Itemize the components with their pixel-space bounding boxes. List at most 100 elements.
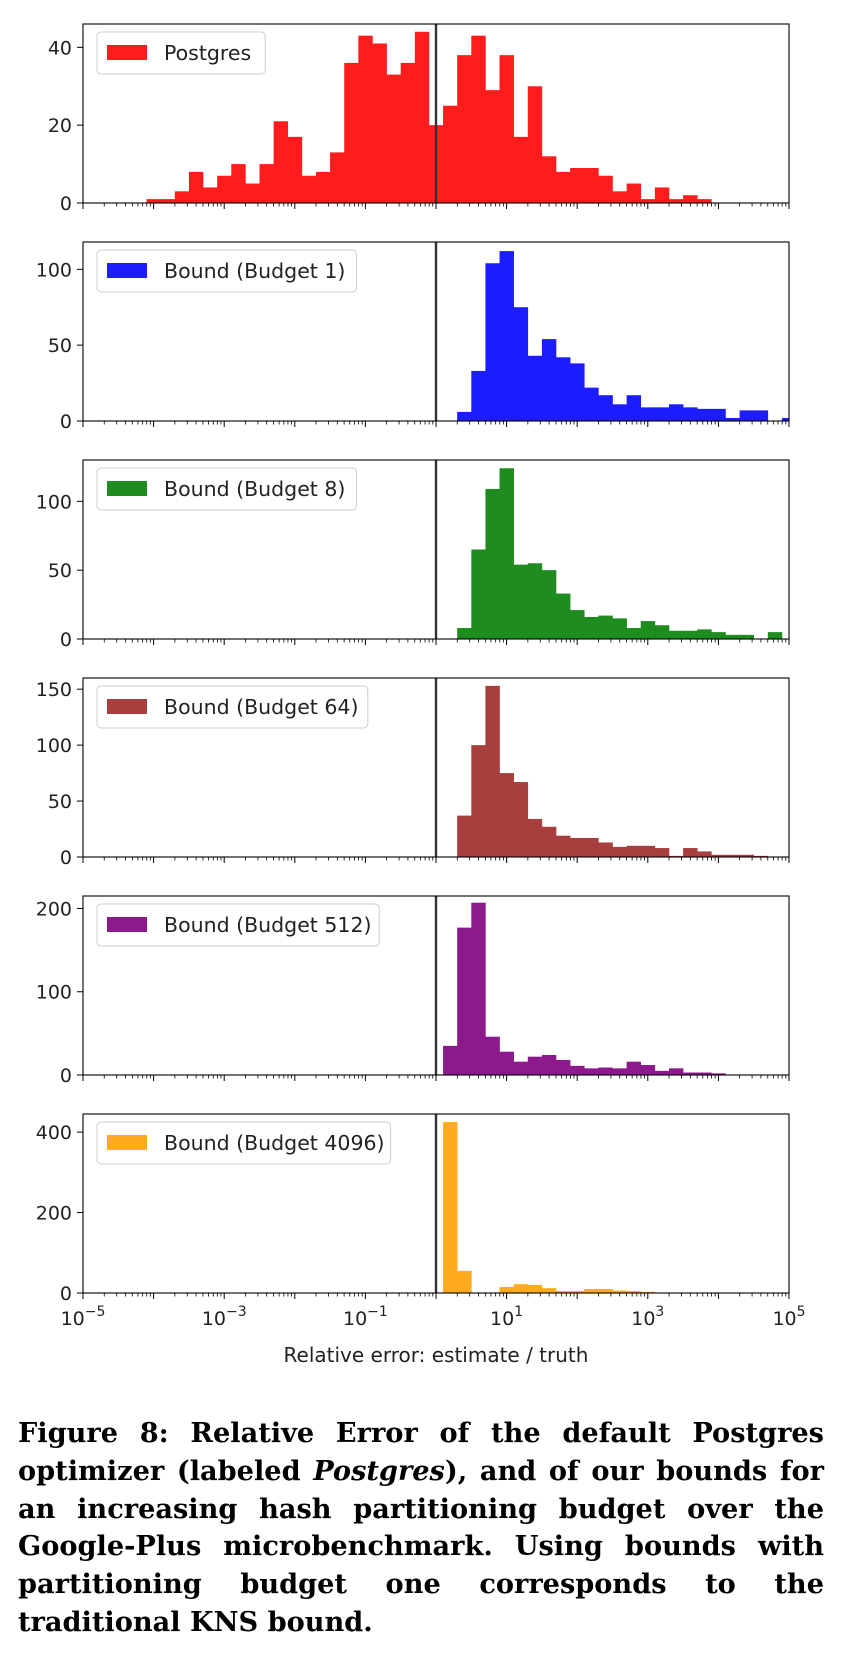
x-tick-label: 10−5 <box>61 1304 106 1330</box>
histogram-bar <box>753 410 769 421</box>
histogram-bar <box>697 408 712 421</box>
histogram-bar <box>471 549 486 639</box>
histogram-bar <box>541 339 557 421</box>
histogram-bar <box>443 1122 458 1293</box>
histogram-bar <box>697 851 712 857</box>
legend-label: Bound (Budget 64) <box>164 695 358 719</box>
histogram-bar <box>344 62 359 203</box>
histogram-bar <box>556 1290 571 1293</box>
y-tick-label: 0 <box>60 1065 72 1087</box>
histogram-bar <box>485 488 500 639</box>
histogram-bar <box>739 634 754 639</box>
histogram-bar <box>527 1284 543 1293</box>
histogram-bar <box>584 1288 599 1293</box>
histogram-bar <box>570 363 585 421</box>
histogram-bar <box>513 1061 529 1075</box>
histogram-bar <box>640 621 656 639</box>
histogram-bar <box>485 90 500 203</box>
x-tick-label: 10−3 <box>202 1304 247 1330</box>
histogram-bar <box>612 1068 627 1075</box>
histogram-bar <box>301 175 317 203</box>
histogram-bar <box>668 855 684 857</box>
histogram-bar <box>711 408 726 421</box>
y-tick-label: 200 <box>36 1203 72 1225</box>
histogram-bar <box>315 171 331 203</box>
legend-swatch <box>107 45 147 60</box>
y-tick-label: 200 <box>36 898 72 920</box>
histogram-bar <box>570 610 585 639</box>
histogram-bar <box>683 195 698 203</box>
histogram-bar <box>668 1068 684 1075</box>
histogram-bar <box>485 1036 500 1075</box>
legend-box <box>96 249 357 293</box>
y-tick-label: 40 <box>48 37 72 59</box>
histogram-bar <box>556 357 571 421</box>
histogram-bar <box>541 826 557 857</box>
histogram-bar <box>499 55 514 203</box>
histogram-bar <box>739 854 754 857</box>
y-tick-label: 0 <box>60 193 72 215</box>
y-tick-label: 50 <box>48 560 72 582</box>
histogram-bar <box>527 563 543 639</box>
histogram-bar <box>527 818 543 857</box>
histogram-bar <box>146 199 161 203</box>
panel-1: 0 20 40 Postgres <box>48 23 790 215</box>
histogram-bar <box>443 1045 458 1075</box>
histogram-bar <box>697 1072 712 1075</box>
histogram-bar <box>640 407 656 421</box>
histogram-bar <box>753 855 769 857</box>
histogram-bar <box>570 1065 585 1075</box>
legend-label: Postgres <box>164 41 251 65</box>
histogram-bar <box>640 199 656 203</box>
y-tick-label: 0 <box>60 629 72 651</box>
histogram-bar <box>626 845 642 857</box>
histogram-bar <box>287 136 303 203</box>
histogram-bar <box>598 1067 613 1075</box>
histogram-bar <box>513 1284 529 1293</box>
histogram-bar <box>584 837 599 857</box>
histogram-bar <box>541 1055 557 1075</box>
histogram-bar <box>556 171 571 203</box>
panel-6: 0 200 400 Bound (Budget 4096) <box>36 1113 790 1305</box>
y-tick-label: 100 <box>36 982 72 1004</box>
legend-box <box>96 31 266 75</box>
histogram-bar <box>471 745 486 858</box>
histogram-bar <box>499 468 514 639</box>
histogram-bar <box>781 417 790 421</box>
legend-swatch <box>107 699 147 714</box>
histogram-bar <box>386 74 401 203</box>
y-tick-label: 400 <box>36 1122 72 1144</box>
histogram-bar <box>612 1290 627 1293</box>
histogram-bar <box>612 846 627 857</box>
caption-italic-term: Postgres <box>313 1454 445 1487</box>
histogram-bar <box>245 183 260 203</box>
panel-4: 0 50 100 150 Bound (Budget 64) <box>36 677 790 869</box>
legend-label: Bound (Budget 512) <box>164 913 372 937</box>
y-tick-label: 0 <box>60 411 72 433</box>
histogram-bar <box>612 618 627 639</box>
histogram-bar <box>372 43 387 204</box>
histogram-bar <box>668 404 684 421</box>
histogram-bar <box>527 86 543 203</box>
histogram-bar <box>711 1073 726 1075</box>
histogram-bar <box>598 615 613 639</box>
histogram-bar <box>457 1270 472 1293</box>
histogram-bar <box>485 263 500 421</box>
y-tick-label: 50 <box>48 791 72 813</box>
histogram-bar <box>654 1070 670 1075</box>
histogram-bar <box>358 35 373 203</box>
histogram-bar <box>683 630 698 639</box>
histogram-bar <box>725 854 740 857</box>
histogram-bar <box>598 395 613 421</box>
histogram-bar <box>457 627 472 639</box>
histogram-bar <box>598 842 613 857</box>
x-tick-label: 10−1 <box>343 1304 388 1330</box>
histogram-bar <box>330 152 345 203</box>
histogram-bar <box>217 175 232 203</box>
histogram-bar <box>626 395 642 421</box>
histogram-bar <box>570 167 585 203</box>
panel-5: 0 100 200 Bound (Budget 512) <box>36 895 790 1087</box>
histogram-bar <box>541 1288 557 1293</box>
histogram-bar <box>414 31 430 204</box>
histogram-bar <box>513 307 529 421</box>
